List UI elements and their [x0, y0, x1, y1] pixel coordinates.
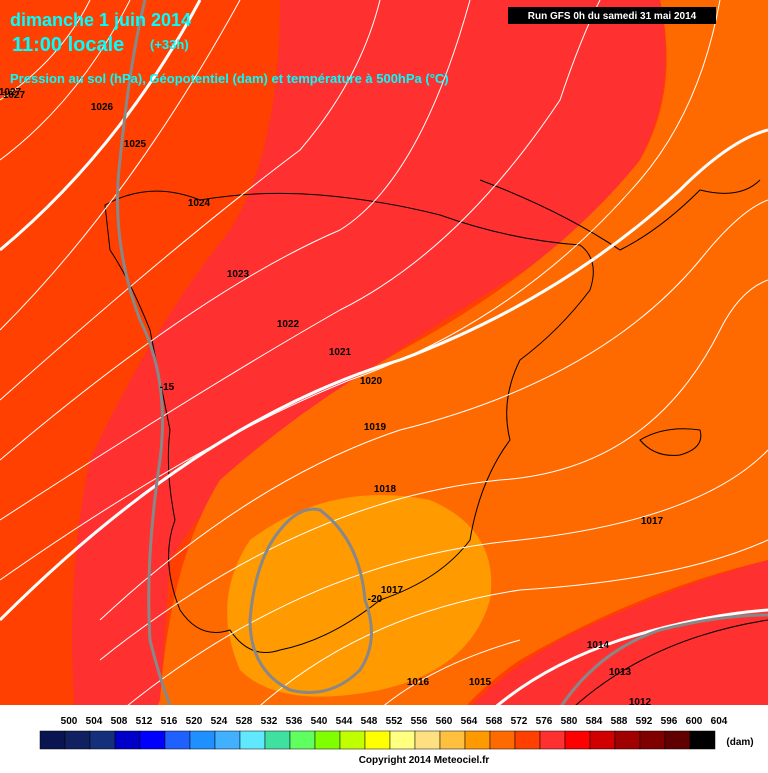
- legend-swatch: [639, 730, 666, 750]
- legend-swatch: [514, 730, 541, 750]
- legend-swatch: [139, 730, 166, 750]
- isobar: [0, 0, 202, 252]
- legend-swatch: [414, 730, 441, 750]
- legend-value: 604: [711, 716, 728, 727]
- isobar-label: 1021: [329, 347, 352, 358]
- time: 11:00 locale: [12, 34, 124, 56]
- legend-swatch: [689, 730, 716, 750]
- isotherm: [116, 0, 202, 769]
- legend-swatch: [214, 730, 241, 750]
- legend-value: 500: [61, 716, 78, 727]
- isobar-label: 1022: [277, 319, 300, 330]
- legend-value: 552: [386, 716, 403, 727]
- isobar-label: 1026: [91, 102, 114, 113]
- legend-swatch: [164, 730, 191, 750]
- isobar-label: 1027: [3, 90, 26, 101]
- legend-value: 568: [486, 716, 503, 727]
- legend-value: 572: [511, 716, 528, 727]
- legend-swatch: [614, 730, 641, 750]
- legend-value: 556: [411, 716, 428, 727]
- legend-value: 544: [336, 716, 353, 727]
- legend-value: 516: [161, 716, 178, 727]
- legend-swatch: [589, 730, 616, 750]
- legend-swatch: [664, 730, 691, 750]
- legend-swatch: [39, 730, 66, 750]
- legend-value: 536: [286, 716, 303, 727]
- legend-value: 524: [211, 716, 228, 727]
- legend-swatch: [189, 730, 216, 750]
- zone-580: [72, 0, 666, 768]
- temperature-label: -20: [368, 594, 383, 605]
- legend-swatch: [89, 730, 116, 750]
- legend-value: 588: [611, 716, 628, 727]
- isobar-label: 1017: [381, 585, 404, 596]
- legend-value: 576: [536, 716, 553, 727]
- legend-value: 560: [436, 716, 453, 727]
- legend-value: 580: [561, 716, 578, 727]
- legend-value: 584: [586, 716, 603, 727]
- legend-value: 512: [136, 716, 153, 727]
- run-box: [508, 7, 716, 24]
- legend-swatch: [339, 730, 366, 750]
- legend-value: 596: [661, 716, 678, 727]
- isobar-label: 1017: [641, 516, 664, 527]
- legend-swatch: [289, 730, 316, 750]
- isobar-label: 1015: [469, 677, 492, 688]
- legend-value: 504: [86, 716, 103, 727]
- coastline-france: [479, 179, 761, 251]
- coastline-baleares: [639, 428, 702, 456]
- legend-value: 600: [686, 716, 703, 727]
- legend-swatch: [114, 730, 141, 750]
- isobar-label: 1027: [0, 87, 22, 98]
- isobar-label: 1014: [587, 640, 610, 651]
- legend-swatch: [389, 730, 416, 750]
- run-label: Run GFS 0h du samedi 31 mai 2014: [528, 11, 697, 22]
- legend-value: 548: [361, 716, 378, 727]
- lead-time: (+33h): [150, 37, 189, 52]
- legend-value: 540: [311, 716, 328, 727]
- isobar-label: 1019: [364, 422, 387, 433]
- legend-value: 592: [636, 716, 653, 727]
- legend-swatch: [314, 730, 341, 750]
- legend-value: 520: [186, 716, 203, 727]
- isotherm: [248, 507, 373, 694]
- copyright: Copyright 2014 Meteociel.fr: [359, 755, 490, 766]
- legend-value: 564: [461, 716, 478, 727]
- legend-swatch: [489, 730, 516, 750]
- legend-value: 532: [261, 716, 278, 727]
- isobar-label: 1024: [188, 198, 211, 209]
- legend-swatch: [264, 730, 291, 750]
- temperature-label: -15: [160, 382, 175, 393]
- legend-unit: (dam): [726, 737, 753, 748]
- description: Pression au sol (hPa), Géopotentiel (dam…: [10, 71, 449, 86]
- title: dimanche 1 juin 2014: [10, 10, 191, 30]
- isobar-label: 1025: [124, 139, 147, 150]
- coastline-iberia: [104, 190, 594, 653]
- legend-swatch: [464, 730, 491, 750]
- legend-value: 508: [111, 716, 128, 727]
- isobar-label: 1016: [407, 677, 430, 688]
- legend-swatch: [439, 730, 466, 750]
- legend-swatch: [64, 730, 91, 750]
- legend-swatch: [564, 730, 591, 750]
- isobar-label: 1023: [227, 269, 250, 280]
- isobar: [0, 128, 768, 622]
- isobar-label: 1018: [374, 484, 397, 495]
- legend-swatch: [539, 730, 566, 750]
- legend-swatch: [239, 730, 266, 750]
- isobar-label: 1012: [629, 697, 652, 708]
- legend-value: 528: [236, 716, 253, 727]
- isobar-label: 1020: [360, 376, 383, 387]
- zone-572: [227, 495, 492, 697]
- isobar-label: 1013: [609, 667, 632, 678]
- legend-swatch: [364, 730, 391, 750]
